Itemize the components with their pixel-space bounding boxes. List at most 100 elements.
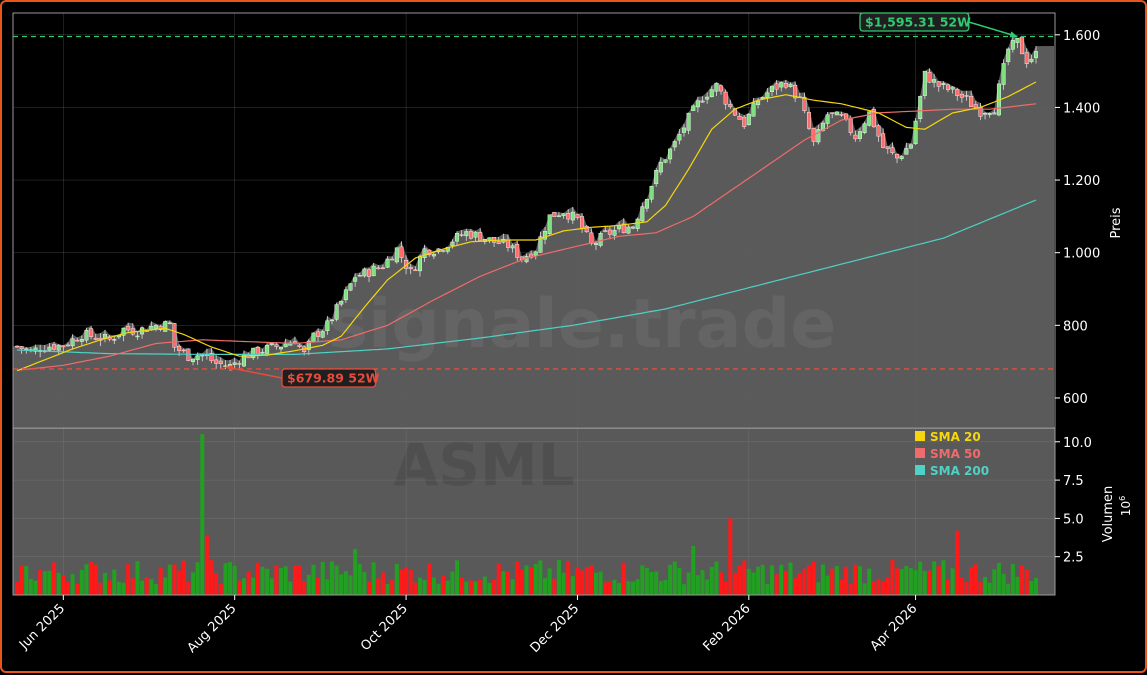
candle-body (941, 83, 946, 85)
volume-bar (746, 569, 751, 595)
watermark-symbol: ASML (393, 431, 574, 499)
volume-bar (149, 579, 154, 595)
candle-body (297, 344, 302, 347)
candle-body (93, 337, 98, 340)
candle-body (348, 283, 353, 291)
volume-bar (241, 578, 246, 595)
candle-body (417, 255, 422, 272)
volume-bar (316, 577, 321, 595)
candle-body (788, 83, 793, 88)
volume-bar (33, 580, 38, 595)
volume-bar (626, 581, 631, 595)
volume-bar (700, 570, 705, 595)
legend-label: SMA 20 (930, 430, 981, 444)
volume-bar (70, 574, 75, 595)
volume-bar (640, 565, 645, 595)
candle-body (728, 104, 733, 108)
volume-axis-label: Volumen (1101, 486, 1116, 543)
candle-body (334, 304, 339, 320)
volume-bar (617, 583, 622, 595)
volume-bar (47, 570, 52, 595)
candle-body (487, 237, 492, 241)
volume-bar (422, 579, 427, 595)
volume-bar (195, 562, 200, 595)
candle-body (830, 112, 835, 114)
candle-body (394, 247, 399, 263)
volume-bar (302, 580, 307, 595)
volume-bar (385, 584, 390, 595)
high-52w-label-arrow (968, 21, 1018, 38)
volume-bar (1015, 576, 1020, 595)
volume-bar (598, 571, 603, 595)
candle-body (839, 114, 844, 116)
candle-body (612, 230, 617, 236)
candle-body (288, 342, 293, 346)
volume-tick-label: 5.0 (1063, 512, 1084, 527)
candle-body (779, 82, 784, 88)
volume-bar (760, 564, 765, 595)
volume-bar (719, 572, 724, 595)
candle-body (1020, 36, 1025, 55)
price-tick-label: 1.600 (1063, 29, 1100, 44)
candle-body (547, 214, 552, 234)
volume-bar (533, 563, 538, 595)
candle-body (158, 325, 163, 330)
candle-body (635, 218, 640, 229)
price-area-fill (13, 34, 1054, 428)
candle-body (899, 156, 904, 159)
volume-bar (714, 561, 719, 595)
volume-bar (825, 575, 830, 595)
x-tick-label: Feb 2026 (700, 601, 753, 654)
candle-body (478, 232, 483, 241)
candle-body (232, 362, 237, 365)
volume-bar (19, 566, 24, 595)
volume-bar (797, 573, 802, 595)
volume-bar (24, 566, 29, 595)
volume-bar (200, 434, 205, 595)
candle-body (584, 226, 589, 233)
x-tick-label: Jun 2025 (16, 601, 68, 653)
volume-bar (769, 565, 774, 595)
watermark: signale.trade (328, 285, 837, 364)
volume-bar (186, 581, 191, 595)
volume-bar (144, 577, 149, 595)
volume-bar (343, 571, 348, 595)
legend-label: SMA 200 (930, 464, 989, 478)
volume-bar (288, 581, 293, 595)
candle-body (589, 232, 594, 244)
volume-bar (126, 564, 131, 595)
volume-bar (881, 581, 886, 595)
candle-body (867, 111, 872, 126)
candle-body (371, 265, 376, 277)
volume-bar (79, 569, 84, 595)
volume-bar (756, 566, 761, 595)
volume-bar (394, 563, 399, 595)
candle-body (686, 112, 691, 131)
candle-body (969, 96, 974, 107)
candle-body (593, 242, 598, 245)
volume-bar (61, 575, 66, 595)
candle-body (853, 134, 858, 140)
volume-bar (228, 561, 233, 595)
volume-bar (380, 572, 385, 595)
volume-bar (672, 561, 677, 595)
candle-body (376, 267, 381, 270)
volume-bar (501, 571, 506, 595)
candle-body (626, 226, 631, 234)
volume-bar (237, 580, 242, 595)
candle-body (279, 346, 284, 350)
candle-body (575, 214, 580, 218)
candle-body (857, 131, 862, 139)
candle-body (561, 213, 566, 217)
volume-bar (292, 565, 297, 595)
candle-body (52, 344, 57, 350)
volume-bars (15, 434, 1038, 595)
volume-bar (135, 561, 140, 595)
volume-bar (969, 567, 974, 595)
volume-bar (1034, 577, 1038, 595)
volume-bar (964, 581, 969, 595)
volume-bar (431, 577, 436, 595)
volume-bar (612, 579, 617, 595)
low-52w-label: $679.89 52W (225, 365, 380, 388)
volume-bar (765, 583, 770, 595)
